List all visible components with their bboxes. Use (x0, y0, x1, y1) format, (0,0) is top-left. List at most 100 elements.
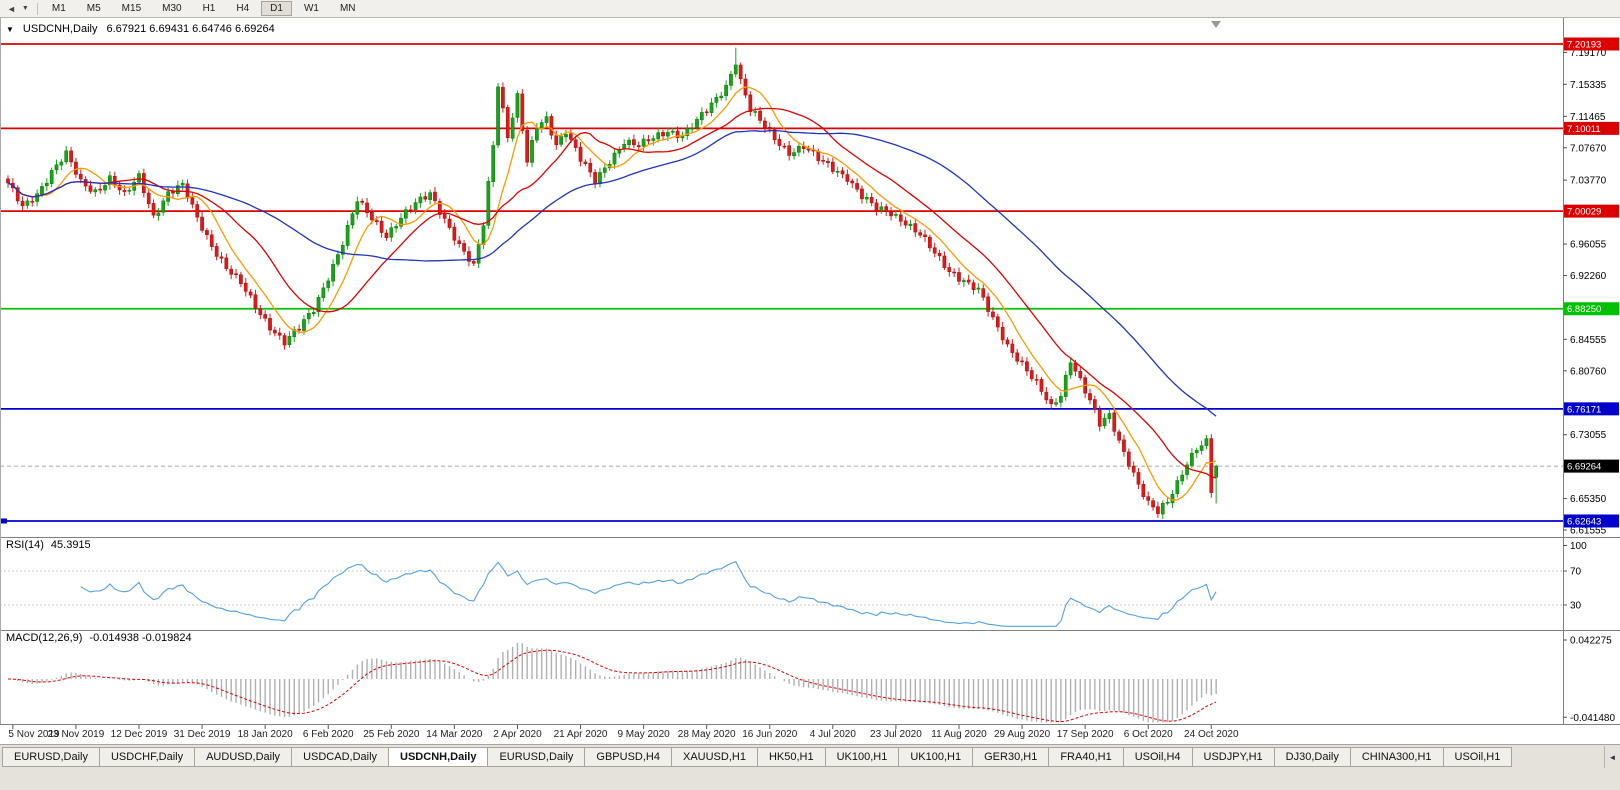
macd-values: -0.014938 -0.019824 (89, 632, 192, 644)
dropdown-icon[interactable]: ▼ (21, 4, 29, 12)
chart-title: ▼ USDCNH,Daily 6.67921 6.69431 6.64746 6… (6, 23, 275, 35)
tab-eurusd-daily[interactable]: EURUSD,Daily (488, 747, 586, 767)
chart-window: 7.19170 7.15335 7.11465 7.07670 7.03770 6.960… (0, 18, 1620, 744)
svg-text:18 Jan 2020: 18 Jan 2020 (238, 729, 293, 740)
svg-text:31 Dec 2019: 31 Dec 2019 (174, 729, 231, 740)
svg-text:25 Feb 2020: 25 Feb 2020 (363, 729, 420, 740)
timeframe-mn[interactable]: MN (339, 3, 356, 14)
tab-usdchf-daily[interactable]: USDCHF,Daily (99, 747, 196, 767)
chart-ohlc: 6.67921 6.69431 6.64746 6.69264 (106, 23, 275, 35)
tab-usoil-h1[interactable]: USOil,H1 (1443, 747, 1513, 767)
svg-text:9 May 2020: 9 May 2020 (617, 729, 670, 740)
macd-label: MACD(12,26,9) -0.014938 -0.019824 (6, 632, 192, 644)
svg-text:6.61555: 6.61555 (1570, 525, 1607, 536)
bottom-strip (0, 768, 1620, 790)
svg-text:6.96055: 6.96055 (1570, 240, 1607, 251)
svg-text:11 Aug 2020: 11 Aug 2020 (931, 729, 987, 740)
tab-ger30-h1[interactable]: GER30,H1 (973, 747, 1050, 767)
frame-lines (0, 18, 1620, 725)
svg-text:14 Mar 2020: 14 Mar 2020 (426, 729, 483, 740)
moving-averages (7, 86, 1217, 501)
timeframe-h4[interactable]: H4 (236, 3, 250, 14)
svg-text:29 Aug 2020: 29 Aug 2020 (994, 729, 1051, 740)
svg-text:6.76171: 6.76171 (1567, 404, 1601, 415)
svg-text:7.20193: 7.20193 (1567, 40, 1601, 51)
macd-name: MACD(12,26,9) (6, 632, 83, 644)
tab-usdcad-daily[interactable]: USDCAD,Daily (292, 747, 390, 767)
level-line-anchor (0, 518, 7, 524)
svg-text:6 Feb 2020: 6 Feb 2020 (303, 729, 354, 740)
price-axis[interactable]: 7.19170 7.15335 7.11465 7.07670 7.03770 6.960… (1563, 37, 1619, 537)
tab-uk100-h1[interactable]: UK100,H1 (899, 747, 974, 767)
tab-china300-h1[interactable]: CHINA300,H1 (1350, 747, 1444, 767)
tab-usdjpy-h1[interactable]: USDJPY,H1 (1192, 747, 1275, 767)
svg-text:16 Jun 2020: 16 Jun 2020 (742, 729, 797, 740)
tab-audusd-daily[interactable]: AUDUSD,Daily (195, 747, 293, 767)
tab-scroll-left-icon[interactable]: ◄ (1604, 746, 1620, 768)
svg-text:6.84555: 6.84555 (1570, 335, 1607, 346)
svg-text:0.042275: 0.042275 (1570, 635, 1612, 646)
timeframe-d1[interactable]: D1 (261, 1, 292, 16)
candles (6, 47, 1218, 519)
svg-text:7.11465: 7.11465 (1570, 112, 1606, 123)
svg-text:6.65350: 6.65350 (1570, 494, 1607, 505)
svg-text:6 Oct 2020: 6 Oct 2020 (1124, 729, 1173, 740)
svg-text:23 Nov 2019: 23 Nov 2019 (48, 729, 105, 740)
svg-text:2 Apr 2020: 2 Apr 2020 (493, 729, 542, 740)
chart-tab-bar: EURUSD,Daily USDCHF,Daily AUDUSD,Daily USDC… (0, 744, 1620, 768)
svg-text:100: 100 (1570, 541, 1587, 552)
chart-shift-marker[interactable] (1211, 21, 1221, 28)
timeframe-m5[interactable]: M5 (86, 3, 101, 14)
svg-text:6.80760: 6.80760 (1570, 366, 1607, 377)
symbol-dropdown-icon[interactable]: ▼ (6, 24, 14, 34)
tab-dj30-daily[interactable]: DJ30,Daily (1274, 747, 1351, 767)
svg-text:6.73055: 6.73055 (1570, 430, 1607, 441)
svg-text:7.10011: 7.10011 (1567, 124, 1601, 135)
svg-text:6.92260: 6.92260 (1570, 271, 1607, 282)
rsi-name: RSI(14) (6, 539, 44, 551)
macd-pane: 0.042275 -0.041480 (7, 635, 1615, 724)
svg-text:17 Sep 2020: 17 Sep 2020 (1057, 729, 1114, 740)
timeframe-w1[interactable]: W1 (303, 3, 319, 14)
rsi-pane: 100 70 30 (0, 541, 1587, 627)
svg-text:12 Dec 2019: 12 Dec 2019 (111, 729, 168, 740)
timeframe-h1[interactable]: H1 (202, 3, 216, 14)
svg-text:-0.041480: -0.041480 (1570, 713, 1615, 724)
svg-text:6.69264: 6.69264 (1567, 462, 1601, 473)
tab-usdcnh-daily[interactable]: USDCNH,Daily (389, 747, 489, 767)
svg-text:7.15335: 7.15335 (1570, 80, 1607, 91)
svg-text:4 Jul 2020: 4 Jul 2020 (810, 729, 857, 740)
timeframe-group: M1 M5 M15 M30 H1 H4 D1 W1 MN (43, 1, 365, 16)
svg-text:21 Apr 2020: 21 Apr 2020 (554, 729, 608, 740)
svg-text:6.88250: 6.88250 (1567, 304, 1601, 315)
svg-text:24 Oct 2020: 24 Oct 2020 (1184, 729, 1239, 740)
svg-text:28 May 2020: 28 May 2020 (678, 729, 736, 740)
svg-text:5 Nov 2019: 5 Nov 2019 (8, 729, 60, 740)
tab-hk50-h1[interactable]: HK50,H1 (757, 747, 826, 767)
svg-text:7.19170: 7.19170 (1570, 48, 1607, 59)
svg-text:70: 70 (1570, 567, 1582, 578)
svg-text:30: 30 (1570, 601, 1582, 612)
timeframe-m15[interactable]: M15 (121, 3, 142, 14)
tab-usoil-h4[interactable]: USOil,H4 (1123, 747, 1193, 767)
svg-text:23 Jul 2020: 23 Jul 2020 (870, 729, 922, 740)
rsi-value: 45.3915 (50, 539, 91, 551)
current-price-badge (1564, 459, 1619, 473)
chart-tabs: EURUSD,Daily USDCHF,Daily AUDUSD,Daily USDC… (0, 745, 1620, 767)
svg-text:7.03770: 7.03770 (1570, 176, 1607, 187)
tab-uk100-h1[interactable]: UK100,H1 (825, 747, 900, 767)
timeframe-m30[interactable]: M30 (162, 3, 182, 14)
chart-canvas[interactable]: 7.19170 7.15335 7.11465 7.07670 7.03770 6.960… (0, 18, 1620, 744)
tab-xauusd-h1[interactable]: XAUUSD,H1 (671, 747, 758, 767)
svg-text:7.00029: 7.00029 (1567, 207, 1601, 218)
svg-text:6.62643: 6.62643 (1567, 516, 1601, 527)
timeframe-m1[interactable]: M1 (51, 3, 66, 14)
rsi-label: RSI(14) 45.3915 (6, 539, 91, 551)
tab-gbpusd-h4[interactable]: GBPUSD,H4 (585, 747, 672, 767)
toolbar-separator (36, 2, 38, 15)
chart-symbol: USDCNH,Daily (22, 23, 98, 35)
tab-eurusd-daily[interactable]: EURUSD,Daily (2, 747, 100, 767)
tab-fra40-h1[interactable]: FRA40,H1 (1049, 747, 1124, 767)
scroll-back-icon[interactable]: ◄ (7, 3, 16, 14)
